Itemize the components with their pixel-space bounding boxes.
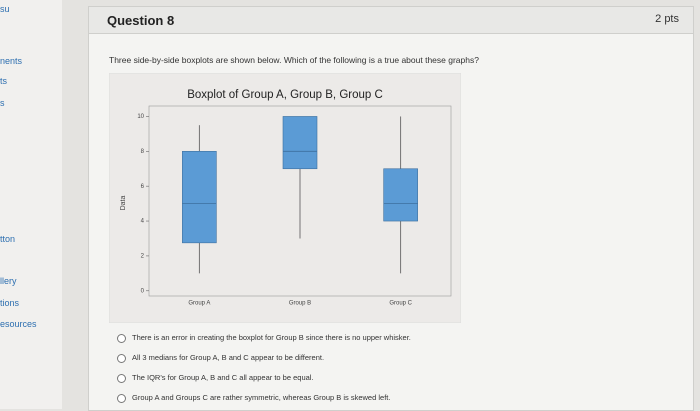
answer-option[interactable]: There is an error in creating the boxplo… <box>117 333 411 343</box>
x-tick-label: Group B <box>289 301 311 307</box>
answer-option[interactable]: The IQR's for Group A, B and C all appea… <box>117 373 314 383</box>
option-text: There is an error in creating the boxplo… <box>132 333 411 342</box>
y-tick-label: 0 <box>141 288 145 294</box>
question-prompt: Three side-by-side boxplots are shown be… <box>109 55 479 65</box>
x-tick-label: Group A <box>188 301 210 307</box>
y-tick-label: 10 <box>137 114 144 120</box>
sidebar-link[interactable]: esources <box>0 319 37 329</box>
y-tick-label: 4 <box>141 219 145 225</box>
option-text: Group A and Groups C are rather symmetri… <box>132 393 391 402</box>
answer-option[interactable]: All 3 medians for Group A, B and C appea… <box>117 353 324 363</box>
sidebar-link[interactable]: su <box>0 4 10 14</box>
y-tick-label: 8 <box>141 149 145 155</box>
radio[interactable] <box>117 393 126 403</box>
option-text: All 3 medians for Group A, B and C appea… <box>132 353 325 362</box>
y-tick-label: 2 <box>141 253 145 259</box>
sidebar-link[interactable]: s <box>0 98 5 108</box>
radio[interactable] <box>117 333 126 343</box>
box <box>282 116 318 170</box>
question-header: Question 8 2 pts <box>89 7 693 34</box>
box <box>182 151 217 244</box>
question-points: 2 pts <box>655 13 679 25</box>
answer-option[interactable]: Group A and Groups C are rather symmetri… <box>117 393 390 403</box>
boxplot-image: Boxplot of Group A, Group B, Group C Dat… <box>109 73 461 323</box>
sidebar-link[interactable]: llery <box>0 276 17 286</box>
y-tick-label: 6 <box>141 184 145 190</box>
sidebar-link[interactable]: ts <box>0 76 8 86</box>
x-tick-label: Group C <box>389 301 412 307</box>
y-axis-label: Data <box>120 196 127 211</box>
sidebar: su nents ts s tton llery tions esources <box>0 0 62 409</box>
box <box>383 168 418 222</box>
option-text: The IQR's for Group A, B and C all appea… <box>132 373 314 382</box>
sidebar-link[interactable]: tions <box>0 298 20 308</box>
sidebar-link[interactable]: tton <box>0 234 16 244</box>
radio[interactable] <box>117 353 126 363</box>
question-title: Question 8 <box>107 13 175 28</box>
radio[interactable] <box>117 373 126 383</box>
question-card: Question 8 2 pts Three side-by-side boxp… <box>88 6 694 411</box>
chart-title: Boxplot of Group A, Group B, Group C <box>187 89 383 101</box>
sidebar-link[interactable]: nents <box>0 56 23 66</box>
